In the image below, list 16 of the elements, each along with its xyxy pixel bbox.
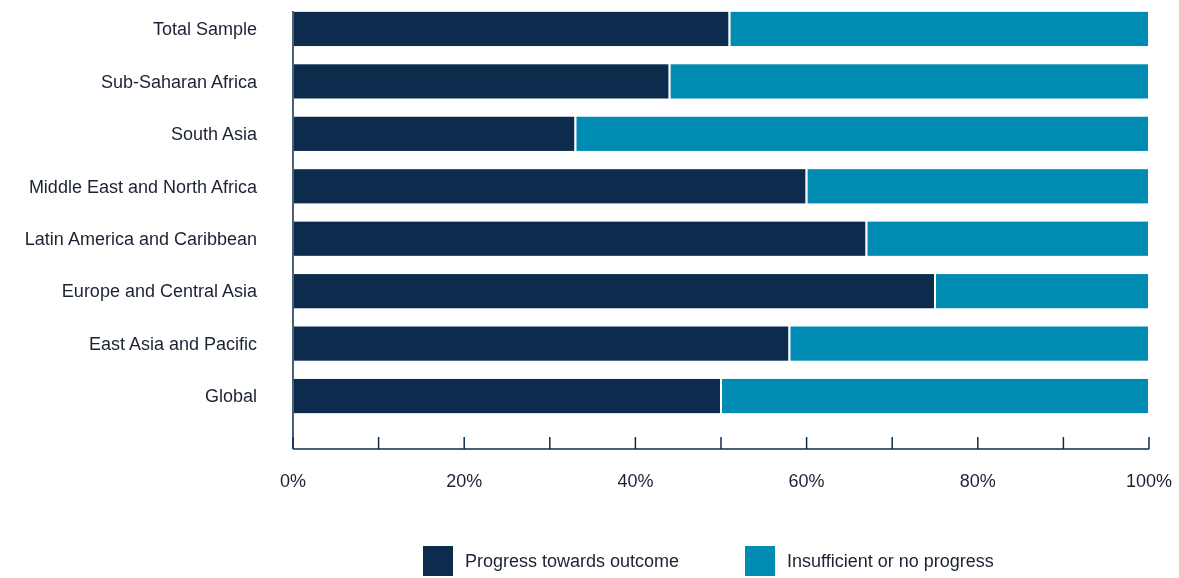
x-tick-label: 20% (446, 471, 483, 491)
y-tick-label: Middle East and North Africa (28, 176, 258, 197)
y-tick-label: Europe and Central Asia (61, 281, 258, 302)
y-tick-label: East Asia and Pacific (88, 333, 257, 354)
legend-label: Progress towards outcome (465, 551, 680, 572)
y-tick-label: Global (204, 386, 257, 407)
y-tick-label: Total Sample (152, 19, 257, 40)
x-tick-label: 80% (959, 471, 996, 491)
x-tick-label: 100% (1125, 471, 1173, 491)
x-tick-label: 60% (788, 471, 825, 491)
x-tick-label: 0% (279, 471, 307, 491)
y-tick-label: Latin America and Caribbean (24, 229, 257, 250)
y-tick-label: South Asia (170, 124, 258, 145)
legend-label: Insufficient or no progress (787, 551, 994, 572)
x-tick-label: 40% (617, 471, 654, 491)
y-tick-label: Sub-Saharan Africa (100, 71, 258, 92)
